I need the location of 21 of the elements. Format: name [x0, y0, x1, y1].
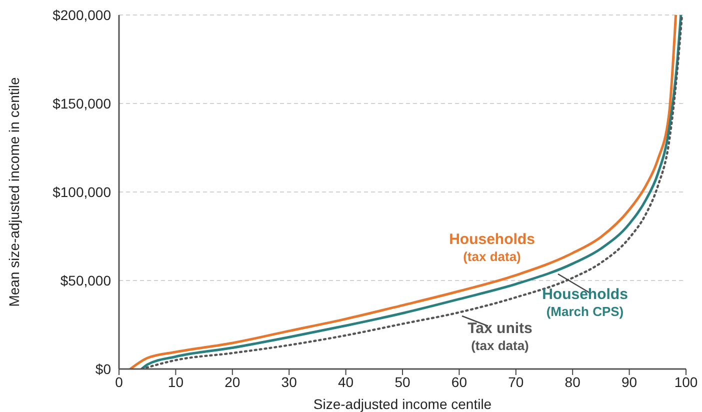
x-tick-label: 20: [224, 374, 240, 390]
x-axis-title: Size-adjusted income centile: [313, 396, 492, 412]
y-tick-label: $0: [95, 360, 112, 377]
x-tick-label: 0: [115, 374, 124, 390]
x-tick-label: 60: [451, 374, 468, 390]
y-tick-label: $50,000: [60, 272, 112, 288]
series-label: Households (tax data): [449, 231, 535, 264]
y-tick-label: $100,000: [52, 184, 112, 200]
x-tick-label: 10: [168, 374, 184, 390]
x-tick-label: 100: [674, 374, 698, 390]
x-tick-label: 70: [508, 374, 524, 390]
x-tick-label: 40: [338, 374, 354, 390]
series-label: Households (March CPS): [542, 286, 628, 319]
y-axis-title: Mean size-adjusted income in centile: [6, 77, 22, 307]
series-label: Tax units (tax data): [468, 320, 532, 353]
x-tick-label: 30: [281, 374, 298, 390]
y-tick-label: $200,000: [52, 6, 112, 23]
x-tick-label: 90: [622, 374, 638, 390]
y-tick-label: $150,000: [52, 95, 112, 112]
x-tick-label: 50: [394, 374, 410, 390]
x-tick-label: 80: [564, 374, 581, 390]
